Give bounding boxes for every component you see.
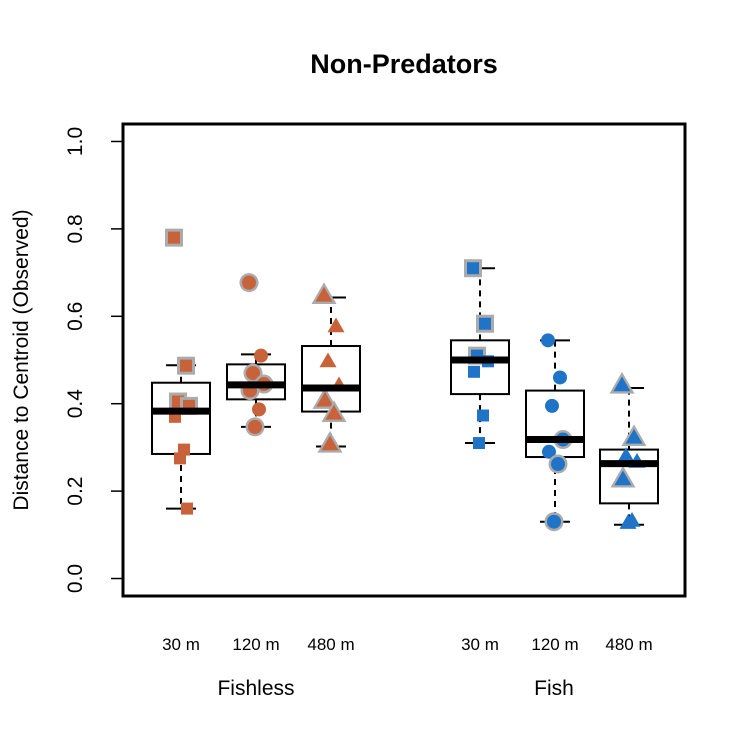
data-point [545,398,559,413]
x-group-label: Fishless [217,677,294,700]
data-point [242,275,256,290]
data-point [325,404,343,420]
data-point [479,317,491,330]
data-point [315,286,333,302]
data-point [547,514,561,529]
data-point [246,366,260,381]
data-point [168,231,180,244]
data-point [477,409,489,422]
data-point [180,359,192,372]
data-point [613,376,631,392]
y-tick-label: 0.8 [64,214,87,243]
x-category-label: 480 m [307,635,354,654]
plot-frame [121,122,687,598]
x-category-label: 120 m [232,635,279,654]
y-tick-label: 0.0 [64,564,87,593]
y-axis-label: Distance to Centroid (Observed) [10,209,33,510]
x-category-label: 480 m [605,635,652,654]
data-point [553,370,567,385]
y-tick-label: 0.4 [64,389,87,419]
data-point [541,333,555,348]
data-point [614,470,632,486]
x-category-label: 30 m [461,635,499,654]
data-point [551,457,565,472]
data-point [625,428,643,444]
data-point [248,419,262,434]
chart-title: Non-Predators [310,49,498,79]
data-point [468,365,480,378]
data-point [174,452,186,465]
data-point [617,447,635,463]
data-point [619,514,637,529]
data-point [319,352,337,368]
plot-marks: 0.0 0.2 0.4 0.6 0.8 1.0 30 m 120 m 480 m Fishless… [64,127,659,700]
data-point [542,444,556,459]
data-point [252,402,266,417]
data-point [321,435,339,451]
x-group-label: Fish [534,677,574,700]
x-category-label: 120 m [531,635,578,654]
data-point [467,262,479,275]
data-point [181,502,193,515]
y-tick-label: 0.2 [64,477,87,506]
x-category-label: 30 m [162,635,200,654]
data-point [316,391,334,407]
y-tick-label: 0.6 [64,302,87,331]
y-tick-label: 1.0 [64,127,87,156]
data-point [327,317,345,333]
data-point [254,348,268,363]
data-point [473,437,485,450]
